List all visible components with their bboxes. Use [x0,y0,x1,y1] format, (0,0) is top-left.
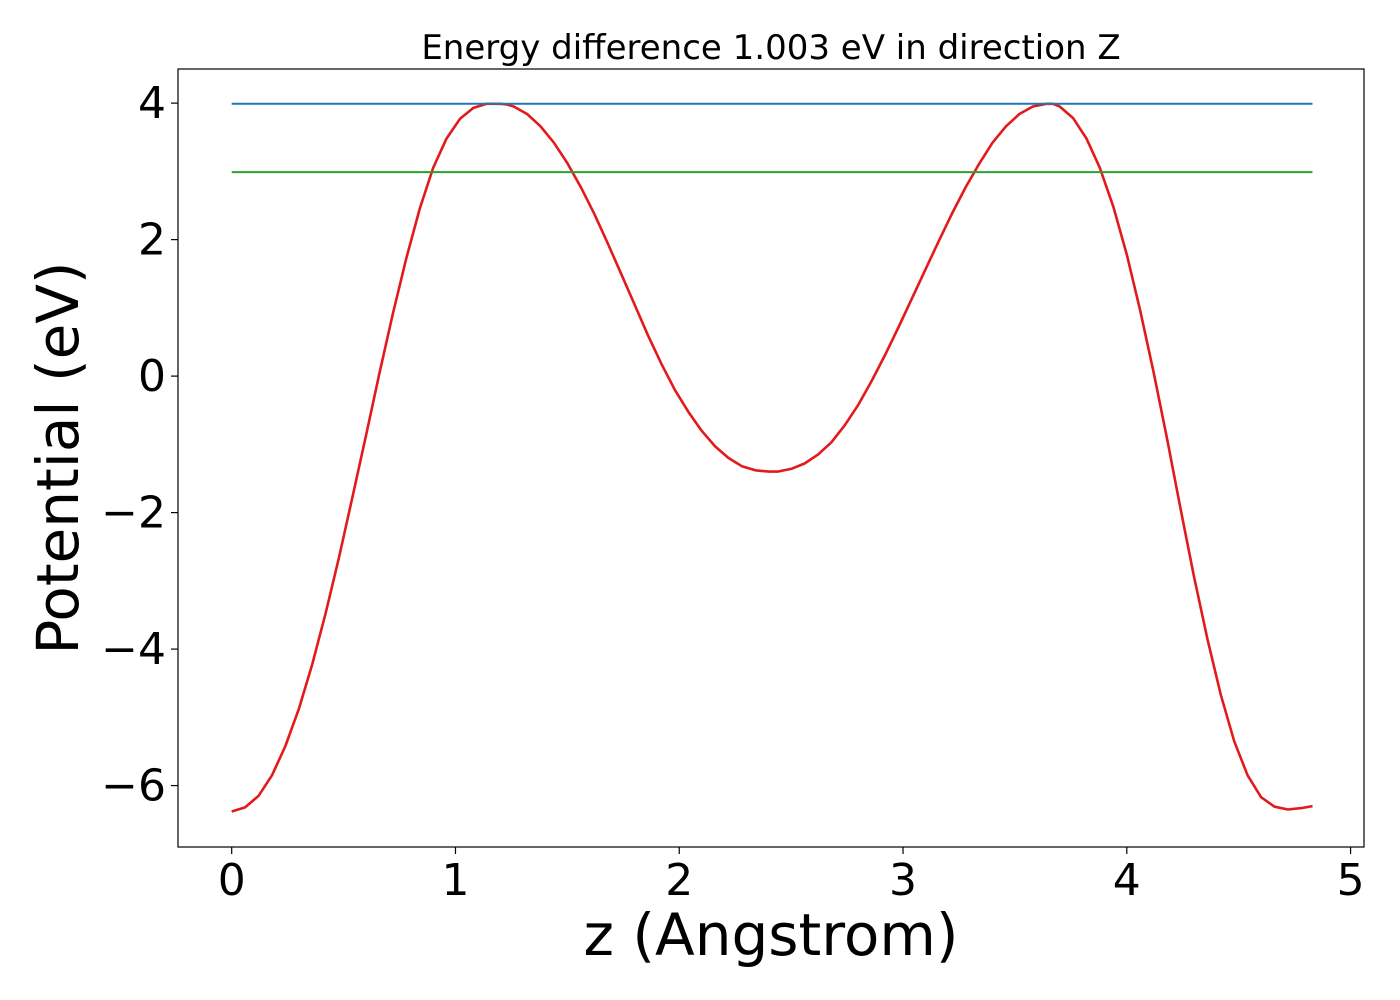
plot-frame [177,68,1365,848]
x-tick-label: 3 [889,855,917,906]
y-tick-label: 4 [138,78,166,129]
y-tick-label: 2 [138,215,166,266]
y-tick-label: −2 [101,488,166,539]
x-tick-label: 4 [1113,855,1141,906]
series-layer [231,102,1313,813]
x-tick-label: 5 [1337,855,1365,906]
y-axis-label: Potential (eV) [24,261,92,654]
x-tick-label: 2 [665,855,693,906]
y-tick-label: −6 [101,761,166,812]
x-tick-label: 1 [441,855,469,906]
y-tick-label: 0 [138,351,166,402]
y-axis-ticks: −6 −4 −2 0 2 4 [101,78,178,812]
chart-title: Energy difference 1.003 eV in direction … [421,28,1120,68]
x-tick-label: 0 [218,855,246,906]
y-tick-label: −4 [101,624,166,675]
x-axis-ticks: 0 1 2 3 4 5 [218,847,1365,906]
x-axis-label: z (Angstrom) [584,901,959,969]
series-line-1 [231,102,1313,813]
